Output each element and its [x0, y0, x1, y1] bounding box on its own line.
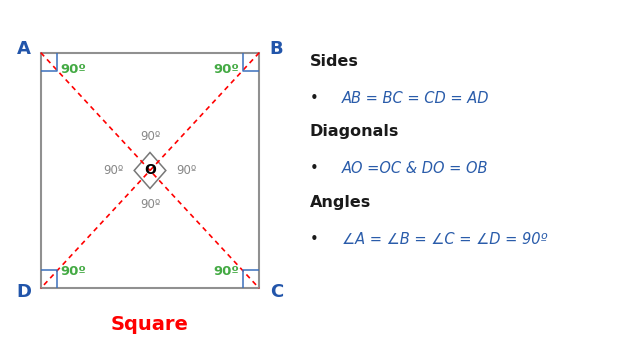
Text: 90º: 90º	[104, 164, 124, 177]
Text: 90º: 90º	[140, 130, 160, 143]
Text: AO =OC & DO = OB: AO =OC & DO = OB	[342, 161, 489, 176]
Text: Diagonals: Diagonals	[310, 124, 399, 139]
Text: •: •	[310, 232, 319, 247]
Text: 90º: 90º	[61, 62, 87, 75]
Text: 90º: 90º	[213, 62, 239, 75]
Text: 90º: 90º	[176, 164, 196, 177]
Text: B: B	[270, 40, 283, 58]
Text: 90º: 90º	[61, 266, 87, 279]
Text: A: A	[17, 40, 31, 58]
Text: Angles: Angles	[310, 195, 371, 210]
Text: •: •	[310, 161, 319, 176]
Text: •: •	[310, 91, 319, 106]
Text: C: C	[270, 283, 283, 301]
Text: Square: Square	[111, 315, 189, 334]
Text: ∠A = ∠B = ∠C = ∠D = 90º: ∠A = ∠B = ∠C = ∠D = 90º	[342, 232, 548, 247]
Text: 90º: 90º	[140, 198, 160, 211]
Text: Sides: Sides	[310, 54, 359, 69]
Text: AB = BC = CD = AD: AB = BC = CD = AD	[342, 91, 490, 106]
Text: O: O	[144, 163, 156, 178]
Text: 90º: 90º	[213, 266, 239, 279]
Text: D: D	[16, 283, 31, 301]
